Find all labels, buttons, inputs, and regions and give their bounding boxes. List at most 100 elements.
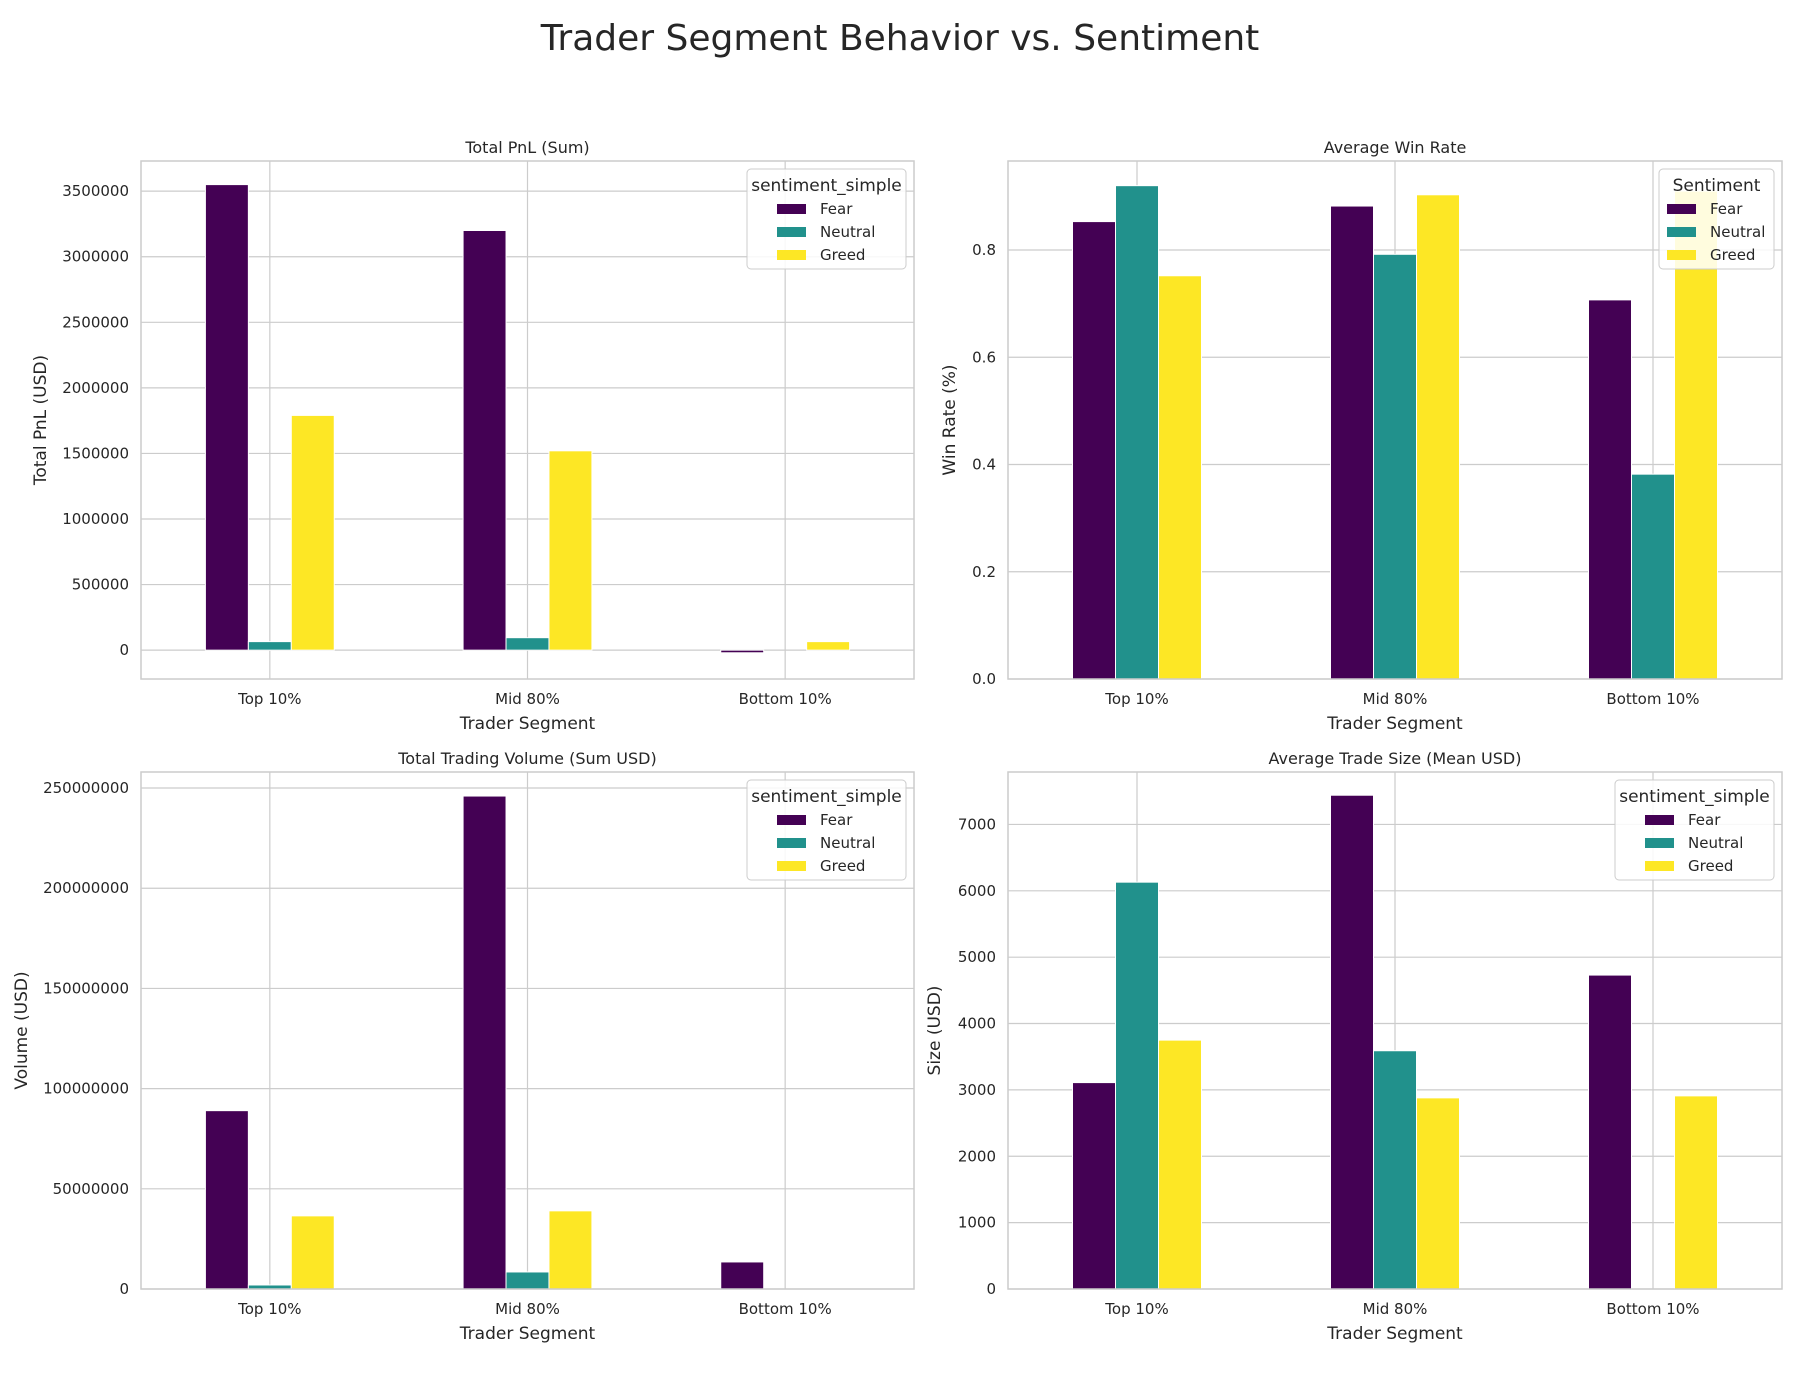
bar-fear-top-10 — [204, 184, 249, 651]
legend: sentiment_simple Fear Neutral Greed — [746, 168, 907, 270]
bar-greed-top-10 — [1158, 1039, 1202, 1290]
legend-box — [1658, 168, 1775, 270]
y-tick-label: 250000000 — [43, 779, 129, 797]
y-tick-label: 3500000 — [62, 182, 129, 200]
y-axis-label: Volume (USD) — [12, 971, 32, 1089]
panel-title: Total PnL (Sum) — [464, 138, 589, 157]
panel-title: Total Trading Volume (Sum USD) — [397, 749, 656, 768]
x-tick-label: Bottom 10% — [739, 1300, 832, 1318]
bar-greed-bottom-10 — [1674, 1095, 1718, 1290]
legend: sentiment_simple Fear Neutral Greed — [746, 779, 907, 881]
legend-title: sentiment_simple — [751, 787, 902, 807]
chart-panel-4: 0 1000 2000 3000 4000 5000 6000 7000 Top 10% Mid … — [925, 749, 1783, 1344]
bar-greed-top-10 — [290, 1215, 335, 1290]
legend-label-neutral: Neutral — [1710, 223, 1765, 241]
plot-frame — [1007, 771, 1783, 1290]
x-tick-label: Mid 80% — [1363, 1300, 1428, 1318]
bar-fear-bottom-10 — [1588, 299, 1632, 680]
legend: Sentiment Fear Neutral Greed — [1658, 168, 1775, 270]
legend-swatch-fear — [777, 815, 806, 825]
legend-label-neutral: Neutral — [820, 834, 875, 852]
y-tick-label: 0.8 — [972, 241, 996, 259]
y-tick-label: 0.4 — [972, 456, 996, 474]
bar-fear-bottom-10 — [720, 1261, 765, 1290]
y-axis-label: Size (USD) — [925, 986, 945, 1076]
legend-box — [746, 168, 907, 270]
bar-fear-top-10 — [1072, 221, 1116, 680]
y-tick-label: 7000 — [958, 815, 996, 833]
y-tick-label: 1500000 — [62, 444, 129, 462]
bar-fear-bottom-10 — [1588, 974, 1632, 1290]
y-tick-label: 2000000 — [62, 379, 129, 397]
x-tick-label: Top 10% — [1104, 690, 1168, 708]
y-tick-label: 5000 — [958, 948, 996, 966]
legend-swatch-neutral — [1667, 227, 1696, 237]
bar-neutral-bottom-10 — [1631, 473, 1675, 680]
y-tick-label: 2000 — [958, 1147, 996, 1165]
legend-label-greed: Greed — [820, 857, 865, 875]
bar-fear-bottom-10 — [720, 649, 765, 654]
legend-swatch-fear — [1645, 815, 1674, 825]
legend-box — [746, 779, 907, 881]
x-axis-label: Trader Segment — [459, 1324, 596, 1344]
x-tick-label: Top 10% — [237, 1300, 301, 1318]
bar-neutral-top-10 — [1115, 881, 1159, 1290]
x-tick-label: Mid 80% — [495, 1300, 560, 1318]
bar-neutral-mid-80 — [505, 1271, 550, 1290]
legend-title: sentiment_simple — [751, 176, 902, 196]
y-tick-label: 0 — [119, 1280, 129, 1298]
legend-swatch-neutral — [777, 838, 806, 848]
y-tick-label: 100000000 — [43, 1080, 129, 1098]
y-tick-label: 4000 — [958, 1015, 996, 1033]
legend: sentiment_simple Fear Neutral Greed — [1614, 779, 1775, 881]
legend-swatch-fear — [1667, 204, 1696, 214]
bar-neutral-top-10 — [247, 641, 292, 651]
figure-title: Trader Segment Behavior vs. Sentiment — [540, 18, 1260, 59]
y-tick-label: 50000000 — [53, 1180, 129, 1198]
x-tick-label: Bottom 10% — [739, 690, 832, 708]
legend-swatch-greed — [1667, 250, 1696, 260]
legend-swatch-fear — [777, 204, 806, 214]
legend-label-fear: Fear — [1710, 200, 1743, 218]
legend-label-greed: Greed — [820, 246, 865, 264]
legend-label-neutral: Neutral — [1688, 834, 1743, 852]
y-tick-label: 1000000 — [62, 510, 129, 528]
bar-greed-bottom-10 — [806, 641, 851, 651]
y-tick-label: 200000000 — [43, 879, 129, 897]
legend-swatch-greed — [777, 861, 806, 871]
y-tick-label: 0.2 — [972, 563, 996, 581]
legend-label-fear: Fear — [820, 811, 853, 829]
y-tick-label: 0.6 — [972, 348, 996, 366]
bar-neutral-mid-80 — [505, 637, 550, 651]
y-tick-label: 0 — [986, 1280, 996, 1298]
x-tick-label: Bottom 10% — [1606, 690, 1699, 708]
panel-title: Average Win Rate — [1324, 138, 1467, 157]
bar-fear-mid-80 — [462, 230, 507, 651]
bar-fear-top-10 — [1072, 1082, 1116, 1290]
legend-box — [1614, 779, 1775, 881]
legend-swatch-greed — [777, 250, 806, 260]
legend-swatch-neutral — [777, 227, 806, 237]
y-axis-label: Win Rate (%) — [940, 364, 960, 475]
bar-fear-mid-80 — [462, 795, 507, 1290]
legend-swatch-neutral — [1645, 838, 1674, 848]
bar-greed-mid-80 — [1416, 1097, 1460, 1290]
x-tick-label: Mid 80% — [495, 690, 560, 708]
y-tick-label: 0 — [119, 641, 129, 659]
y-tick-label: 3000 — [958, 1081, 996, 1099]
legend-label-fear: Fear — [820, 200, 853, 218]
x-tick-label: Top 10% — [237, 690, 301, 708]
y-tick-label: 500000 — [72, 576, 129, 594]
y-tick-label: 2500000 — [62, 313, 129, 331]
legend-title: sentiment_simple — [1619, 787, 1770, 807]
bar-greed-mid-80 — [548, 1210, 593, 1290]
legend-label-greed: Greed — [1688, 857, 1733, 875]
x-tick-label: Mid 80% — [1363, 690, 1428, 708]
legend-title: Sentiment — [1673, 176, 1761, 196]
bar-neutral-mid-80 — [1373, 253, 1417, 680]
bar-fear-mid-80 — [1330, 794, 1374, 1290]
legend-swatch-greed — [1645, 861, 1674, 871]
y-tick-label: 3000000 — [62, 248, 129, 266]
